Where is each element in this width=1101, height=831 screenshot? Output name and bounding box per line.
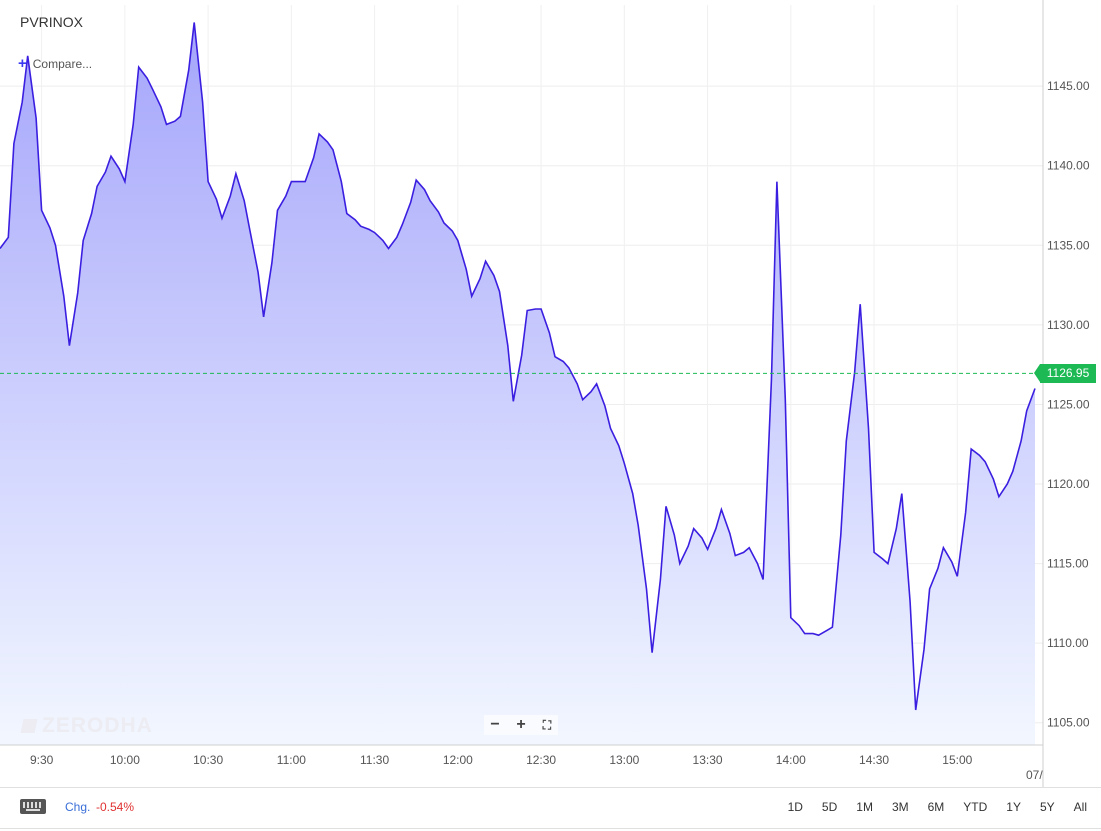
price-line bbox=[0, 22, 1036, 711]
y-tick-label: 1105.00 bbox=[1047, 716, 1090, 730]
compare-label: Compare... bbox=[32, 57, 93, 71]
x-tick-label: 9:30 bbox=[30, 753, 54, 767]
range-button-1d[interactable]: 1D bbox=[787, 800, 803, 814]
plus-icon: + bbox=[18, 55, 27, 72]
x-tick-label: 12:30 bbox=[526, 753, 556, 767]
x-tick-label: 14:00 bbox=[776, 753, 806, 767]
x-axis-date-label: 07/ bbox=[1026, 768, 1043, 782]
zoom-in-button[interactable]: + bbox=[516, 716, 526, 733]
range-button-6m[interactable]: 6M bbox=[927, 800, 945, 814]
range-button-1y[interactable]: 1Y bbox=[1006, 800, 1021, 814]
watermark-text: ZERODHA bbox=[42, 714, 153, 737]
x-tick-label: 13:30 bbox=[693, 753, 723, 767]
range-button-3m[interactable]: 3M bbox=[891, 800, 909, 814]
change-value: -0.54% bbox=[96, 800, 135, 814]
compare-button[interactable]: + Compare... bbox=[18, 55, 93, 72]
zerodha-logo-icon bbox=[20, 719, 38, 733]
x-tick-label: 13:00 bbox=[609, 753, 639, 767]
x-axis-ticks: 9:30 10:00 10:30 11:00 11:30 12:00 12:30 13:00 1… bbox=[30, 753, 973, 767]
range-button-5d[interactable]: 5D bbox=[821, 800, 838, 814]
watermark: ZERODHA bbox=[20, 714, 153, 738]
price-area bbox=[0, 22, 1035, 745]
range-button-all[interactable]: All bbox=[1073, 800, 1087, 814]
range-button-1m[interactable]: 1M bbox=[856, 800, 873, 814]
range-selector: 1D 5D 1M 3M 6M YTD 1Y 5Y All bbox=[788, 800, 1087, 814]
y-tick-label: 1120.00 bbox=[1047, 477, 1090, 491]
y-tick-label: 1130.00 bbox=[1047, 318, 1090, 332]
price-chart[interactable]: 1105.00 1110.00 1115.00 1120.00 1125.00 1130.… bbox=[0, 0, 1101, 787]
x-tick-label: 12:00 bbox=[443, 753, 473, 767]
y-tick-label: 1140.00 bbox=[1047, 159, 1090, 173]
y-tick-label: 1135.00 bbox=[1047, 238, 1090, 252]
change-label: Chg. bbox=[65, 800, 91, 814]
y-tick-label: 1145.00 bbox=[1047, 79, 1090, 93]
x-tick-label: 10:00 bbox=[110, 753, 140, 767]
x-tick-label: 11:30 bbox=[360, 753, 389, 767]
range-button-5y[interactable]: 5Y bbox=[1039, 800, 1055, 814]
x-tick-label: 11:00 bbox=[277, 753, 306, 767]
x-tick-label: 10:30 bbox=[193, 753, 223, 767]
y-tick-label: 1110.00 bbox=[1047, 636, 1089, 650]
x-tick-label: 14:30 bbox=[859, 753, 889, 767]
zoom-controls: − + ⛶ bbox=[484, 715, 558, 735]
y-axis-ticks: 1105.00 1110.00 1115.00 1120.00 1125.00 1130.… bbox=[1047, 79, 1090, 730]
price-chart-svg: 1105.00 1110.00 1115.00 1120.00 1125.00 1130.… bbox=[0, 0, 1090, 787]
keyboard-icon[interactable] bbox=[20, 799, 46, 814]
y-tick-label: 1115.00 bbox=[1047, 557, 1089, 571]
symbol-title: PVRINOX bbox=[20, 14, 84, 30]
zoom-out-button[interactable]: − bbox=[490, 716, 500, 733]
x-tick-label: 15:00 bbox=[942, 753, 972, 767]
fullscreen-button[interactable]: ⛶ bbox=[542, 717, 552, 732]
y-tick-label: 1125.00 bbox=[1047, 397, 1090, 411]
last-price-badge: 1126.95 bbox=[1034, 363, 1096, 383]
chart-footer: Chg. -0.54% 1D 5D 1M 3M 6M YTD 1Y 5Y All bbox=[0, 787, 1101, 829]
range-button-ytd[interactable]: YTD bbox=[963, 800, 988, 814]
